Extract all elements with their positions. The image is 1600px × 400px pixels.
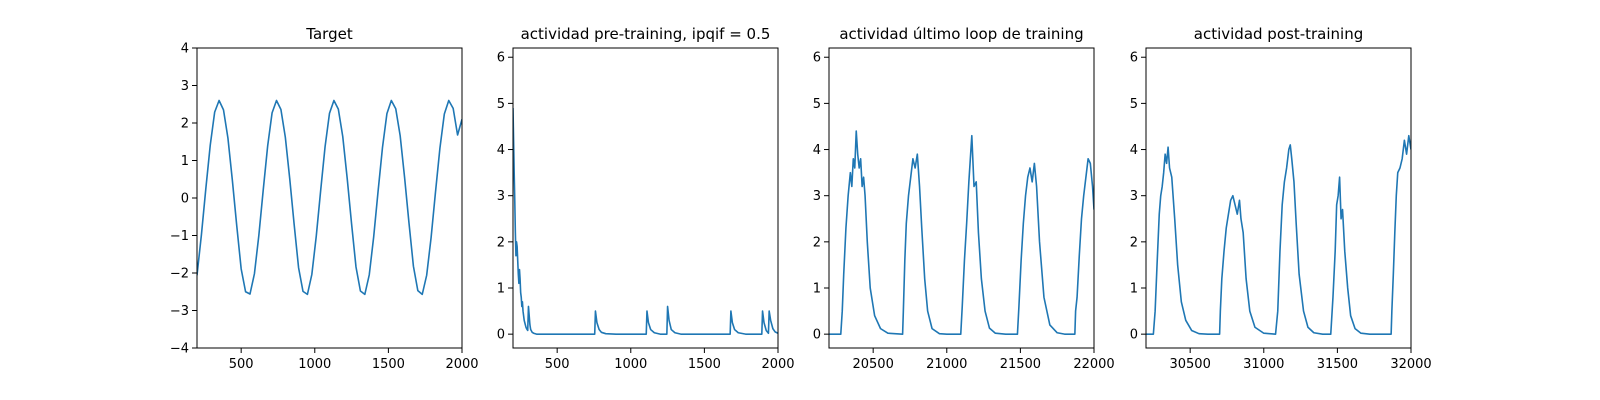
x-tick-label: 30500 [1169,357,1210,372]
x-tick-label: 20500 [852,357,893,372]
y-tick-label: 5 [1130,97,1138,112]
chart-panel-4: 30500 31000 31500 32000 0 1 2 3 4 5 6 actividad pos… [1130,25,1432,372]
y-tick-label: 1 [181,154,189,169]
x-tick-label: 500 [229,357,254,372]
y-tick-label: −2 [170,267,189,282]
x-tick-label: 31500 [1317,357,1358,372]
x-tick-label: 22000 [1073,357,1114,372]
y-tick-label: 6 [813,51,821,66]
chart-panel-1: 500 1000 1500 2000 −4 −3 −2 −1 0 1 2 3 4 Target [170,25,479,372]
y-tick-label: 4 [497,143,505,158]
y-tick-label: 0 [1130,328,1138,343]
y-tick-label: 3 [181,79,189,94]
y-tick-label: 0 [813,328,821,343]
y-tick-label: 6 [1130,51,1138,66]
series-line-3-1 [829,130,1094,335]
series-line-1-1 [197,99,462,296]
plot-frame [512,47,779,349]
chart-title: actividad último loop de training [839,25,1083,43]
chart-panel-3: 20500 21000 21500 22000 0 1 2 3 4 5 6 actividad últ… [813,25,1115,372]
x-tick-label: 1000 [614,357,647,372]
y-tick-label: 4 [181,42,189,57]
plot-frame [1145,47,1412,349]
x-tick-label: 31000 [1243,357,1284,372]
y-tick-label: 3 [497,189,505,204]
y-tick-label: 4 [1130,143,1138,158]
y-tick-label: 6 [497,51,505,66]
series-line-4-1 [1146,134,1411,335]
series-line-2-1 [513,107,778,335]
plot-frame [828,47,1095,349]
y-tick-label: −1 [170,229,189,244]
x-tick-label: 2000 [445,357,478,372]
y-tick-label: 4 [813,143,821,158]
y-tick-label: 0 [181,192,189,207]
x-tick-label: 500 [545,357,570,372]
y-tick-label: −3 [170,304,189,319]
chart-title: actividad pre-training, ipqif = 0.5 [521,25,771,43]
y-tick-label: 2 [181,117,189,132]
x-tick-label: 21500 [1000,357,1041,372]
y-tick-label: 5 [813,97,821,112]
chart-title: Target [305,25,353,43]
y-tick-label: 3 [1130,189,1138,204]
y-tick-label: 1 [813,282,821,297]
y-tick-label: 2 [1130,235,1138,250]
x-tick-label: 1500 [372,357,405,372]
x-tick-label: 21000 [926,357,967,372]
y-tick-label: 5 [497,97,505,112]
y-tick-label: 3 [813,189,821,204]
y-tick-label: 2 [497,235,505,250]
y-tick-label: 1 [497,282,505,297]
x-tick-label: 1500 [688,357,721,372]
y-tick-label: −4 [170,342,189,357]
y-tick-label: 2 [813,235,821,250]
chart-panel-2: 500 1000 1500 2000 0 1 2 3 4 5 6 actividad pre-trai… [497,25,795,372]
x-tick-label: 2000 [761,357,794,372]
y-tick-label: 1 [1130,282,1138,297]
x-tick-label: 32000 [1390,357,1431,372]
y-tick-label: 0 [497,328,505,343]
x-tick-label: 1000 [298,357,331,372]
chart-title: actividad post-training [1194,25,1363,43]
